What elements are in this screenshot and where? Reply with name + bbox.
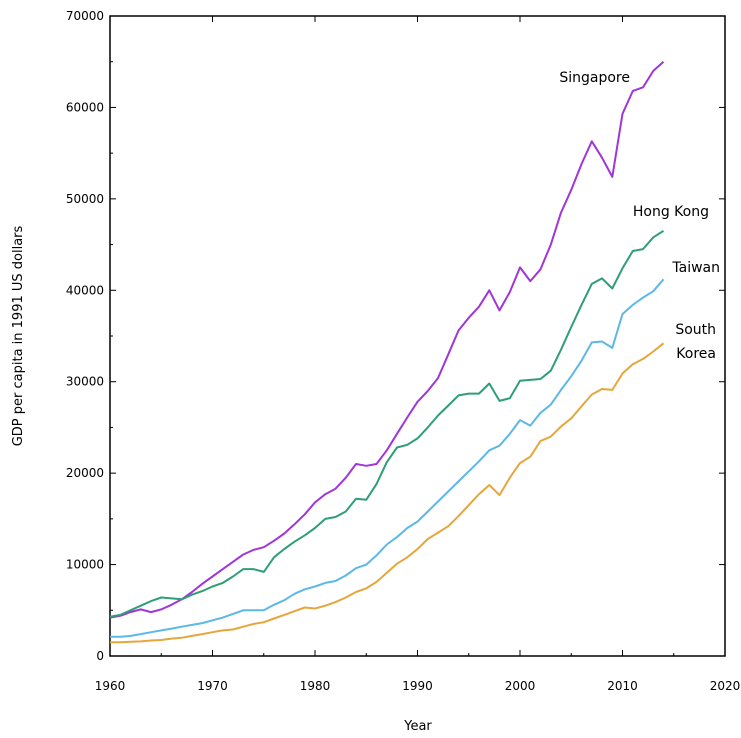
y-tick-label: 30000 <box>66 375 104 389</box>
y-tick-label: 70000 <box>66 9 104 23</box>
x-tick-label: 1960 <box>95 679 126 693</box>
series-label-taiwan: Taiwan <box>671 260 720 276</box>
series-line-hong-kong <box>109 230 665 618</box>
y-tick-label: 0 <box>96 649 104 663</box>
x-tick-label: 2020 <box>710 679 741 693</box>
x-tick-label: 2010 <box>607 679 638 693</box>
series-label-south-korea: South <box>675 322 716 338</box>
x-tick-label: 1980 <box>300 679 331 693</box>
axes: 0 10000 20000 30000 40000 50000 60000 70000 1960… <box>66 9 740 693</box>
y-tick-label: 50000 <box>66 192 104 206</box>
series-lines <box>109 60 665 644</box>
plot-frame <box>109 15 726 657</box>
y-tick-label: 20000 <box>66 466 104 480</box>
series-line-taiwan <box>110 278 665 638</box>
series-labels: Singapore Hong Kong Taiwan South Korea <box>559 70 720 362</box>
x-axis-title: Year <box>403 719 432 734</box>
series-line-south-korea <box>110 342 665 644</box>
series-label-singapore: Singapore <box>559 70 630 86</box>
x-tick-label: 2000 <box>505 679 536 693</box>
x-tick-label: 1990 <box>402 679 433 693</box>
y-axis-title: GDP per capita in 1991 US dollars <box>11 225 26 446</box>
series-label-south-korea: Korea <box>676 346 716 362</box>
y-tick-label: 10000 <box>66 558 104 572</box>
x-tick-label: 1970 <box>197 679 228 693</box>
series-label-hong-kong: Hong Kong <box>633 204 709 220</box>
y-tick-label: 40000 <box>66 283 104 297</box>
series-line-singapore <box>109 60 665 619</box>
y-tick-label: 60000 <box>66 100 104 114</box>
